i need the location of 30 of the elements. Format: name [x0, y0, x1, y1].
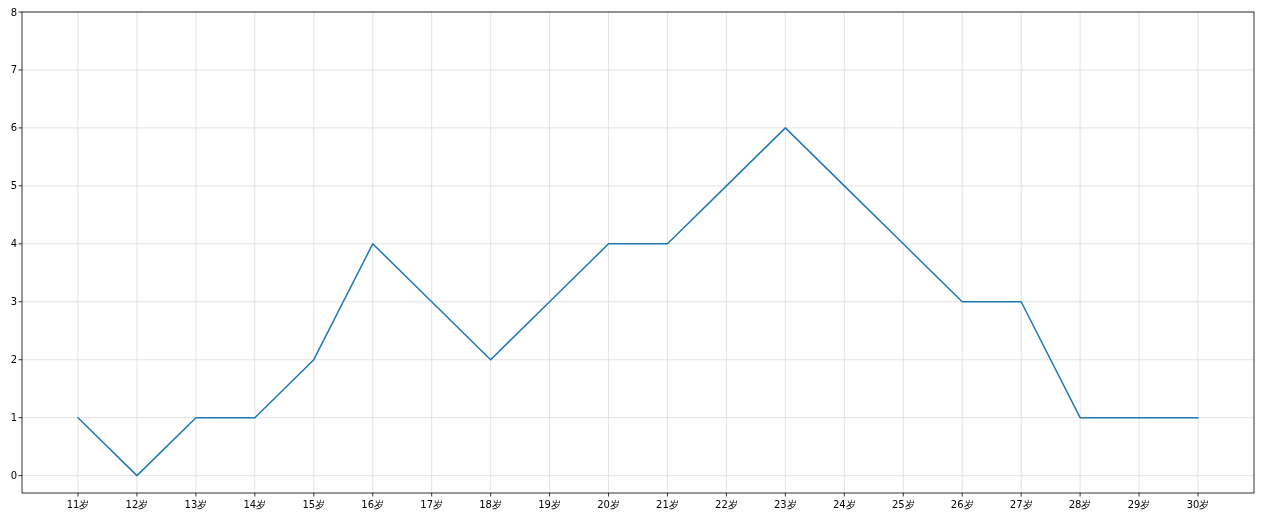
x-tick-label: 15岁: [302, 499, 326, 510]
x-tick-label: 19岁: [538, 499, 561, 510]
x-tick-label: 17岁: [420, 499, 444, 510]
x-tick-label: 20岁: [597, 499, 620, 510]
x-tick-label: 21岁: [656, 499, 679, 510]
x-tick-label: 26岁: [950, 499, 974, 510]
x-tick-label: 24岁: [832, 499, 856, 510]
x-tick-label: 12岁: [125, 499, 149, 510]
y-tick-label: 8: [10, 6, 17, 18]
x-tick-label: 30岁: [1186, 499, 1210, 510]
x-tick-label: 29岁: [1127, 499, 1151, 510]
x-tick-label: 23岁: [774, 499, 797, 510]
y-tick-label: 7: [10, 64, 17, 76]
y-tick-label: 2: [10, 354, 17, 366]
line-series: [77, 127, 1199, 477]
x-tick-label: 25岁: [891, 499, 915, 510]
y-tick-label: 4: [10, 238, 17, 250]
x-tick-label: 18岁: [479, 499, 502, 510]
y-tick-label: 1: [10, 412, 17, 424]
x-tick-label: 27岁: [1009, 499, 1033, 510]
x-tick-label: 14岁: [243, 499, 267, 510]
y-tick-label: 6: [10, 122, 17, 134]
y-tick-label: 0: [10, 470, 17, 482]
x-tick-label: 28岁: [1068, 499, 1092, 510]
y-tick-label: 3: [10, 296, 17, 308]
x-tick-label: 13岁: [184, 499, 208, 510]
x-tick-label: 11岁: [66, 499, 90, 510]
x-tick-label: 22岁: [715, 499, 738, 510]
x-tick-label: 16岁: [361, 499, 385, 510]
y-tick-label: 5: [10, 180, 17, 192]
